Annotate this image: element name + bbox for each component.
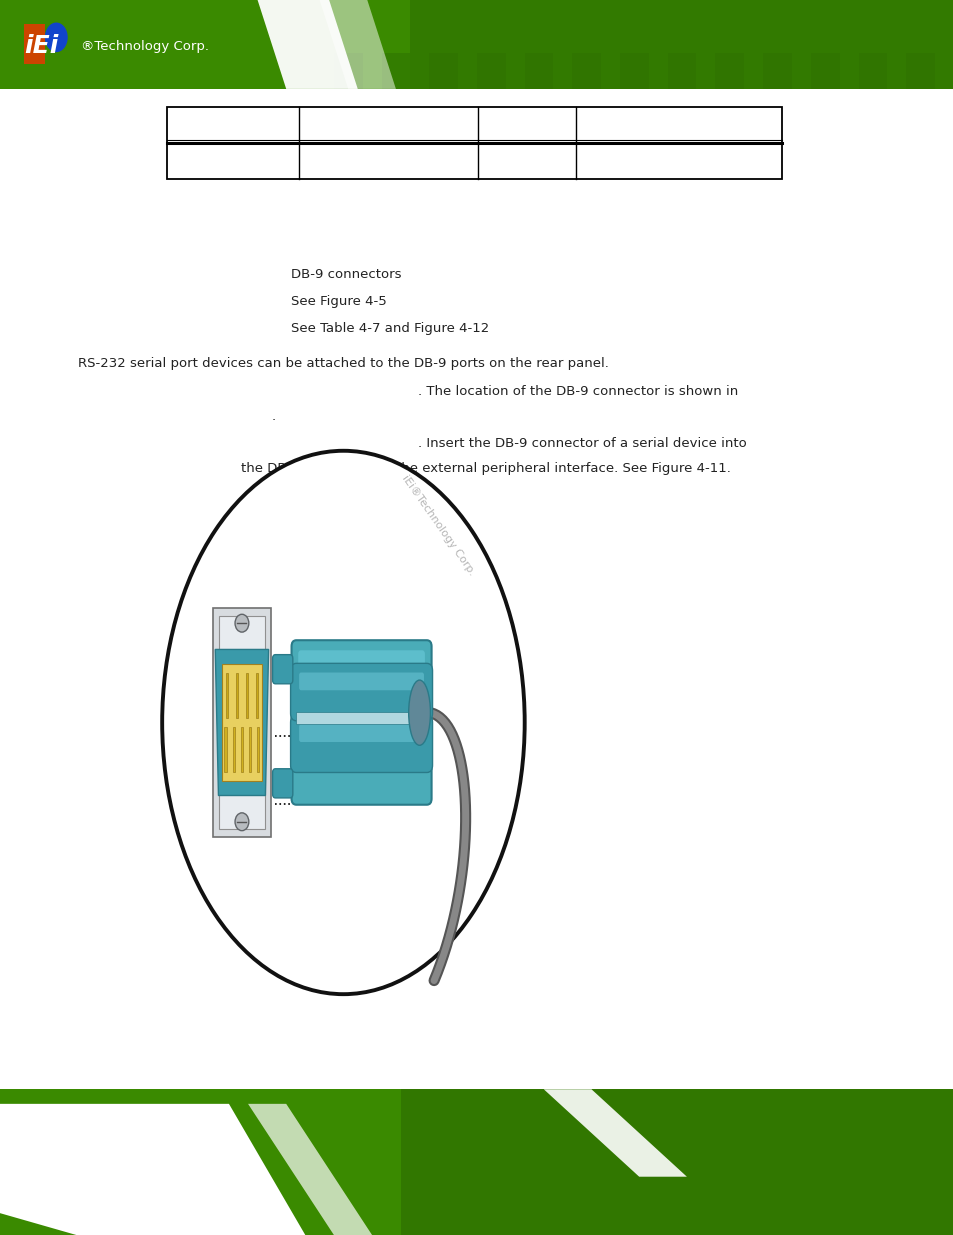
Bar	[233, 727, 234, 772]
Polygon shape	[248, 1104, 372, 1235]
Bar	[410, 0, 953, 89]
FancyBboxPatch shape	[298, 651, 424, 695]
Circle shape	[45, 22, 68, 52]
Bar	[296, 711, 426, 724]
Bar	[667, 53, 696, 89]
Bar	[224, 727, 227, 772]
Bar	[246, 673, 248, 718]
Bar	[256, 727, 259, 772]
Polygon shape	[543, 1089, 686, 1177]
Text: See Figure 4-5: See Figure 4-5	[291, 295, 386, 308]
Text: iEi: iEi	[24, 35, 58, 58]
Bar	[0, 1089, 953, 1235]
FancyBboxPatch shape	[291, 715, 432, 772]
Text: iEi®Technology Corp.: iEi®Technology Corp.	[400, 473, 476, 577]
FancyBboxPatch shape	[299, 673, 423, 690]
Text: the DB-9 connector on the external peripheral interface. See Figure 4-11.: the DB-9 connector on the external perip…	[241, 462, 730, 474]
Ellipse shape	[162, 451, 524, 994]
Bar	[476, 53, 505, 89]
Polygon shape	[0, 1104, 305, 1235]
Bar	[905, 53, 934, 89]
FancyBboxPatch shape	[299, 724, 423, 742]
Polygon shape	[213, 609, 271, 836]
Bar	[240, 727, 243, 772]
Bar	[400, 1089, 953, 1235]
Text: . The location of the DB-9 connector is shown in: . The location of the DB-9 connector is …	[417, 385, 738, 398]
Bar	[572, 53, 600, 89]
Polygon shape	[215, 650, 269, 795]
Text: See Table 4-7 and Figure 4-12: See Table 4-7 and Figure 4-12	[291, 322, 489, 335]
Bar	[334, 53, 362, 89]
FancyBboxPatch shape	[273, 768, 293, 798]
FancyBboxPatch shape	[273, 655, 293, 684]
Bar	[715, 53, 743, 89]
Bar	[235, 673, 238, 718]
Bar	[24, 23, 45, 64]
Text: .: .	[272, 410, 275, 422]
Text: DB-9 connectors: DB-9 connectors	[291, 268, 401, 282]
Bar	[858, 53, 886, 89]
FancyBboxPatch shape	[291, 663, 432, 721]
Bar	[619, 53, 648, 89]
Bar	[429, 53, 457, 89]
Bar	[524, 53, 553, 89]
Bar	[218, 616, 265, 829]
Circle shape	[234, 614, 249, 632]
Bar	[762, 53, 791, 89]
Ellipse shape	[408, 680, 430, 745]
Bar	[225, 673, 228, 718]
Polygon shape	[319, 0, 395, 89]
Polygon shape	[257, 0, 357, 89]
Text: RS-232 serial port devices can be attached to the DB-9 ports on the rear panel.: RS-232 serial port devices can be attach…	[78, 357, 608, 369]
Bar	[221, 664, 262, 781]
FancyBboxPatch shape	[292, 640, 431, 805]
Bar	[167, 107, 781, 179]
Bar	[0, 0, 953, 89]
Bar	[381, 53, 410, 89]
Bar	[249, 727, 251, 772]
Circle shape	[234, 813, 249, 831]
Text: ®Technology Corp.: ®Technology Corp.	[81, 40, 209, 53]
Text: . Insert the DB-9 connector of a serial device into: . Insert the DB-9 connector of a serial …	[417, 437, 746, 450]
Bar	[255, 673, 258, 718]
Bar	[810, 53, 839, 89]
